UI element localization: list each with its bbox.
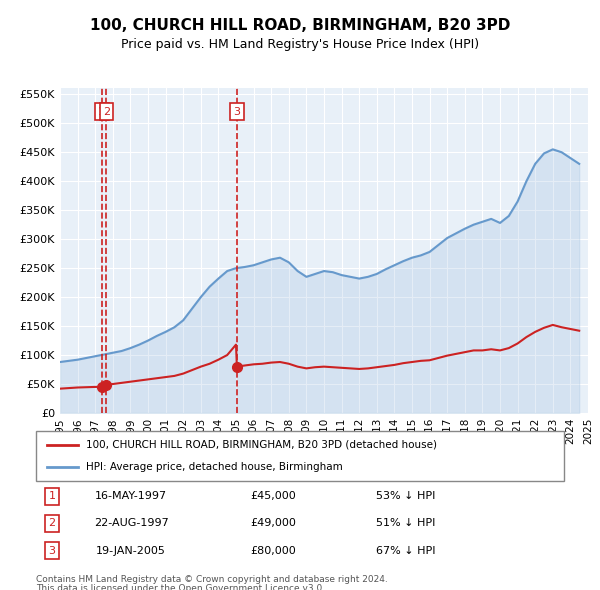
Text: 51% ↓ HPI: 51% ↓ HPI (376, 519, 435, 529)
Text: Contains HM Land Registry data © Crown copyright and database right 2024.: Contains HM Land Registry data © Crown c… (36, 575, 388, 584)
Text: HPI: Average price, detached house, Birmingham: HPI: Average price, detached house, Birm… (86, 462, 343, 472)
Text: 1: 1 (98, 107, 105, 117)
Text: 19-JAN-2005: 19-JAN-2005 (96, 546, 166, 556)
Text: 2: 2 (48, 519, 55, 529)
Text: £45,000: £45,000 (251, 491, 296, 501)
Text: 3: 3 (233, 107, 241, 117)
Text: 2: 2 (103, 107, 110, 117)
Text: 53% ↓ HPI: 53% ↓ HPI (376, 491, 435, 501)
Text: 3: 3 (49, 546, 55, 556)
Text: 1: 1 (49, 491, 55, 501)
Text: Price paid vs. HM Land Registry's House Price Index (HPI): Price paid vs. HM Land Registry's House … (121, 38, 479, 51)
Text: 22-AUG-1997: 22-AUG-1997 (94, 519, 169, 529)
Text: 16-MAY-1997: 16-MAY-1997 (95, 491, 167, 501)
Text: 67% ↓ HPI: 67% ↓ HPI (376, 546, 436, 556)
Text: This data is licensed under the Open Government Licence v3.0.: This data is licensed under the Open Gov… (36, 584, 325, 590)
FancyBboxPatch shape (36, 431, 564, 481)
Text: 100, CHURCH HILL ROAD, BIRMINGHAM, B20 3PD: 100, CHURCH HILL ROAD, BIRMINGHAM, B20 3… (90, 18, 510, 32)
Text: £49,000: £49,000 (251, 519, 296, 529)
Text: 100, CHURCH HILL ROAD, BIRMINGHAM, B20 3PD (detached house): 100, CHURCH HILL ROAD, BIRMINGHAM, B20 3… (86, 440, 437, 450)
Text: £80,000: £80,000 (251, 546, 296, 556)
